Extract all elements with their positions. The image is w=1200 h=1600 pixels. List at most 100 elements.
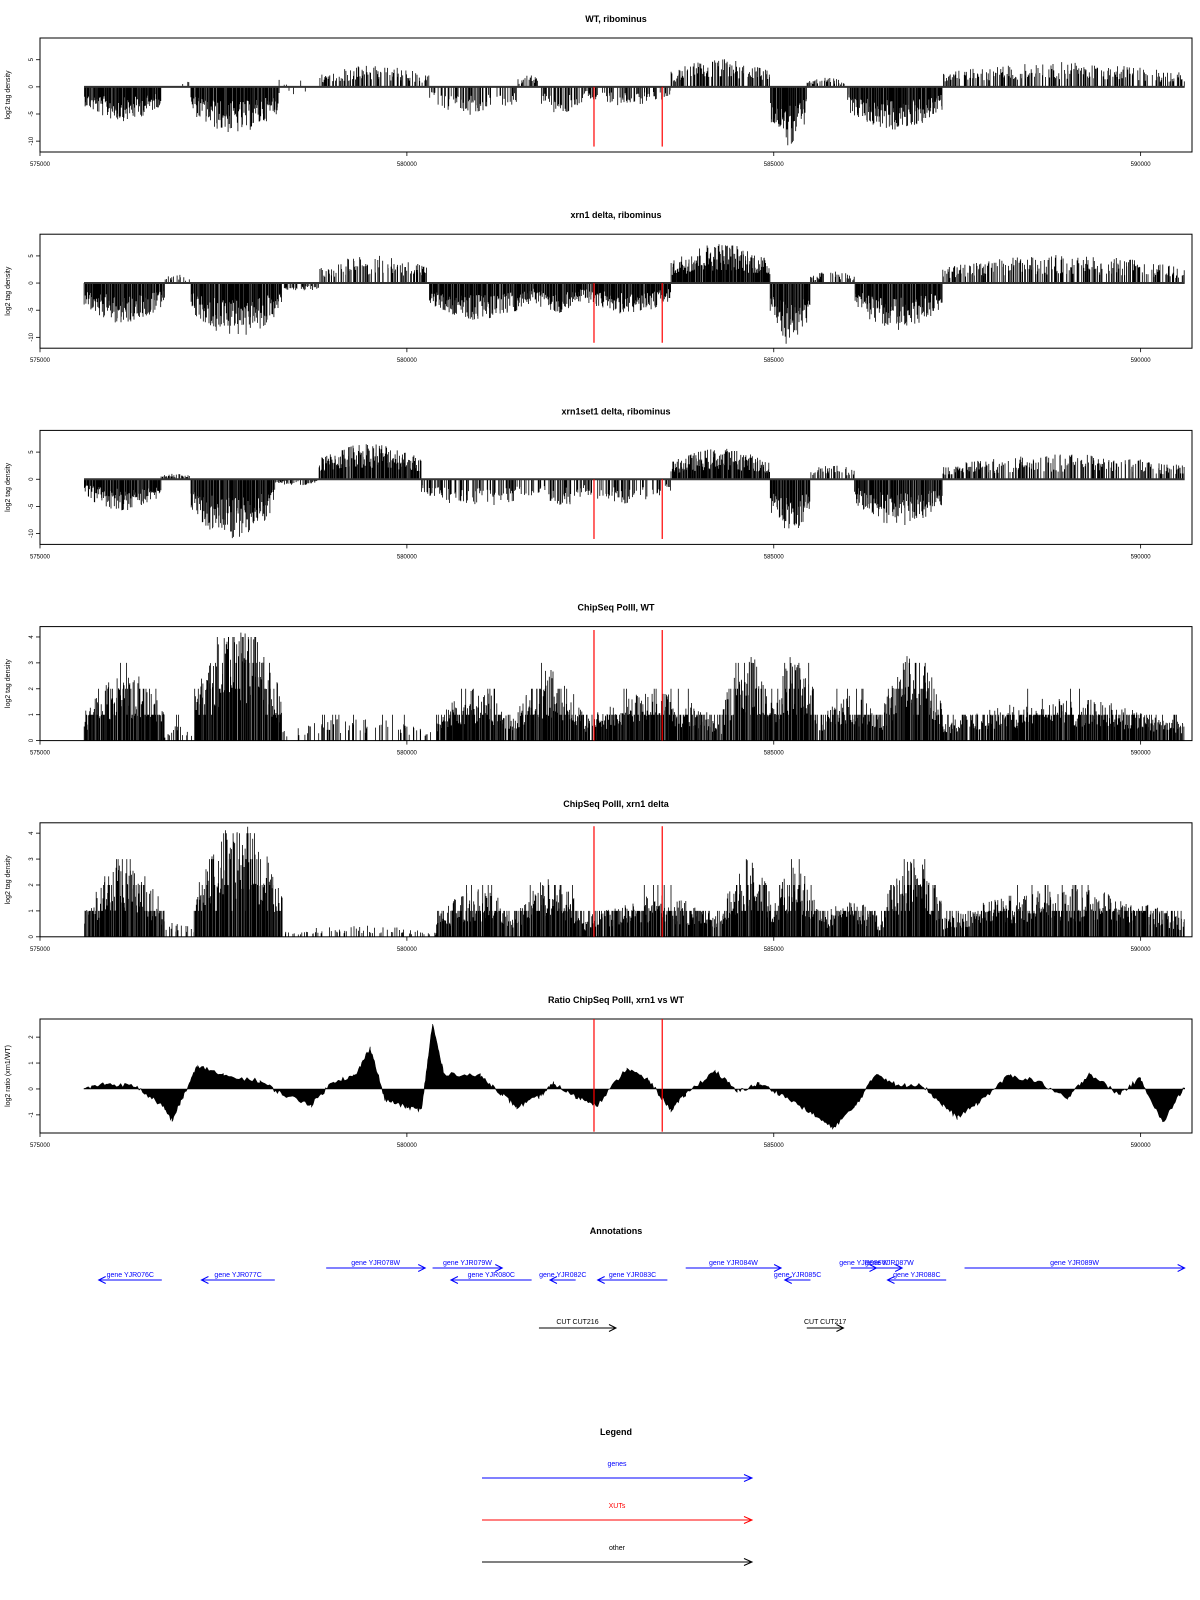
gene-annotation: gene YJR085C (774, 1272, 821, 1284)
gene-label: gene YJR078W (351, 1260, 400, 1267)
y-tick-label: -10 (29, 136, 35, 145)
legend-arrow-head (743, 1558, 754, 1566)
arrow-head (783, 1276, 792, 1284)
x-tick-label: 590000 (1131, 1143, 1152, 1149)
arrow-head (894, 1264, 904, 1272)
gene-label: gene YJR079W (443, 1260, 492, 1267)
x-tick-label: 580000 (397, 554, 418, 560)
gene-annotation: gene YJR077C (200, 1272, 275, 1284)
y-tick-label: 1 (29, 909, 35, 913)
plot-frame (39, 822, 1193, 938)
gene-annotation: gene YJR082C (539, 1272, 586, 1284)
x-tick-label: 575000 (30, 947, 51, 953)
y-axis-label: log2 tag density (5, 70, 12, 120)
legend-item: XUTs (482, 1503, 754, 1524)
plot-frame (39, 37, 1193, 153)
arrow-head (869, 1264, 878, 1272)
panel-chipseq-wt: ChipSeq PolII, WT log2 tag density 0 1 2 3 4 57… (5, 603, 1193, 757)
legend-item: genes (482, 1461, 754, 1482)
signal-bars (83, 632, 1185, 741)
arrow-head (200, 1276, 209, 1284)
gene-label: gene YJR089W (1050, 1260, 1099, 1267)
y-axis-label: log2 tag density (5, 462, 12, 512)
x-tick-label: 575000 (30, 1143, 51, 1149)
x-tick-label: 580000 (397, 358, 418, 364)
panel-xrn1-ribominus: xrn1 delta, ribominus log2 tag density -10… (5, 210, 1193, 364)
plot-frame (39, 429, 1193, 545)
gene-label: gene YJR086W (839, 1260, 888, 1267)
y-tick-label: -5 (29, 111, 35, 117)
y-axis-label: log2 tag density (5, 855, 12, 905)
x-tick-label: 580000 (397, 751, 418, 757)
x-tick-label: 575000 (30, 751, 51, 757)
y-tick-label: 5 (29, 57, 35, 61)
y-tick-label: 1 (29, 712, 35, 716)
plot-frame (39, 233, 1193, 349)
series-wt-ribominus (84, 59, 1185, 146)
panel-wt-ribominus: WT, ribominus log2 tag density -10 -5 0 5 5750… (5, 14, 1193, 168)
legend-arrow-head (743, 1516, 754, 1524)
arrow-head (1177, 1264, 1186, 1272)
y-tick-label: -5 (29, 503, 35, 509)
y-axis-label: log2 tag density (5, 659, 12, 709)
panel-xrn1set1-ribominus: xrn1set1 delta, ribominus log2 tag densit… (5, 406, 1193, 560)
x-tick-label: 585000 (764, 947, 785, 953)
arrow-head (548, 1276, 558, 1284)
y-tick-label: 0 (29, 934, 35, 938)
other-annotation: CUT CUT216 (538, 1319, 618, 1332)
gene-label: gene YJR082C (539, 1272, 586, 1279)
legend-panel: Legend genes XUTs other (482, 1427, 754, 1566)
y-tick-label: 2 (29, 883, 35, 887)
gene-label: gene YJR085C (774, 1272, 821, 1279)
gene-annotation: gene YJR089W (964, 1260, 1186, 1272)
gene-label: gene YJR083C (609, 1272, 656, 1279)
legend-title: Legend (600, 1427, 632, 1437)
arrow-head (608, 1324, 618, 1332)
signal-bars (84, 826, 1185, 937)
panel-title: xrn1 delta, ribominus (570, 210, 661, 220)
y-tick-label: -10 (29, 529, 35, 538)
gene-annotation: gene YJR088C (886, 1272, 947, 1284)
y-axis-label: log2 tag density (5, 266, 12, 316)
signal-bars (83, 244, 1185, 344)
x-tick-label: 590000 (1131, 554, 1152, 560)
y-tick-label: 0 (29, 281, 35, 285)
legend-item: other (482, 1545, 754, 1566)
x-tick-label: 585000 (764, 162, 785, 168)
gene-annotation: gene YJR087W (865, 1260, 914, 1272)
panel-title: ChipSeq PolII, xrn1 delta (563, 799, 670, 809)
legend-label: XUTs (609, 1503, 626, 1510)
x-tick-label: 590000 (1131, 751, 1152, 757)
y-tick-label: 4 (29, 831, 35, 835)
y-tick-label: -10 (29, 332, 35, 341)
gene-label: gene YJR088C (893, 1272, 940, 1279)
x-tick-label: 575000 (30, 358, 51, 364)
x-tick-label: 590000 (1131, 358, 1152, 364)
series-chipseq-xrn1 (84, 826, 1185, 937)
y-axis-label: log2 ratio (xrn1/WT) (5, 1045, 12, 1107)
gene-label: gene YJR087W (865, 1260, 914, 1267)
arrow-head (886, 1276, 895, 1284)
other-annotation: CUT CUT217 (804, 1319, 846, 1332)
x-tick-label: 580000 (397, 162, 418, 168)
y-tick-label: 4 (29, 635, 35, 639)
series-xrn1set1-ribominus (84, 444, 1185, 539)
other-label: CUT CUT217 (804, 1319, 846, 1326)
arrow-head (773, 1264, 783, 1272)
legend-label: genes (607, 1461, 627, 1468)
panel-title: Ratio ChipSeq PolII, xrn1 vs WT (548, 995, 685, 1005)
y-tick-label: 0 (29, 85, 35, 89)
gene-annotation: gene YJR086W (839, 1260, 888, 1272)
arrow-head (495, 1264, 504, 1272)
panel-title: xrn1set1 delta, ribominus (561, 406, 670, 416)
y-tick-label: 3 (29, 661, 35, 665)
x-tick-label: 580000 (397, 1143, 418, 1149)
x-tick-label: 585000 (764, 1143, 785, 1149)
gene-label: gene YJR080C (468, 1272, 515, 1279)
x-tick-label: 580000 (397, 947, 418, 953)
gene-annotation: gene YJR084W (685, 1260, 783, 1272)
other-label: CUT CUT216 (556, 1319, 598, 1326)
arrow-head (449, 1276, 459, 1284)
x-tick-label: 575000 (30, 554, 51, 560)
